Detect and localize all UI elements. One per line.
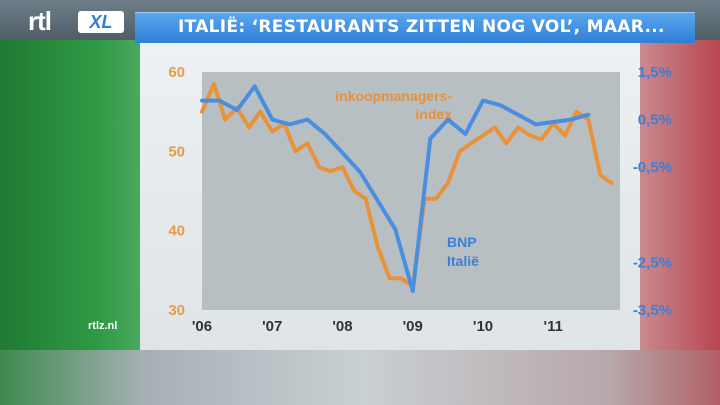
x-tick-label: '06 [192, 318, 212, 335]
right-tick-label: 0,5% [638, 112, 672, 129]
x-tick-label: '09 [403, 318, 423, 335]
left-tick-label: 40 [168, 223, 185, 240]
bottom-band [0, 350, 720, 405]
right-tick-label: 1,5% [638, 64, 672, 81]
right-axis: -3,5% -2,5% -0,5% 0,5% 1,5% [633, 64, 672, 319]
series-label-inkoopmanagers: inkoopmanagers- [335, 88, 452, 104]
logo-xl-badge: XL [78, 11, 124, 33]
series-label-bnp: BNP [447, 234, 477, 250]
logo-rtl-text: rtl [28, 6, 52, 36]
annotation-layer: inkoopmanagers-index BNP Italië [335, 88, 479, 269]
x-axis: '06 '07 '08 '09 '10 '11 [192, 318, 563, 335]
series-line-bnp-italie [200, 84, 591, 293]
series-line-inkoopmanagers-index [200, 81, 614, 289]
x-tick-label: '11 [544, 318, 563, 335]
left-axis: 30 40 50 60 [168, 64, 185, 319]
website-label: rtlz.nl [88, 320, 118, 332]
right-tick-label: -2,5% [633, 254, 672, 271]
flag-green-stripe [0, 40, 140, 350]
headline: ITALIË: ‘RESTAURANTS ZITTEN NOG VOL’, MA… [178, 17, 665, 37]
left-tick-label: 30 [168, 302, 185, 319]
headline-bar [135, 12, 695, 43]
series-label-index: index [415, 106, 452, 122]
left-tick-label: 60 [168, 64, 185, 81]
x-tick-label: '10 [473, 318, 493, 335]
series-label-italie: Italië [447, 253, 479, 269]
plot-area [202, 72, 620, 310]
x-tick-label: '08 [332, 318, 352, 335]
right-tick-label: -0,5% [633, 159, 672, 176]
right-tick-label: -3,5% [633, 302, 672, 319]
x-tick-label: '07 [262, 318, 282, 335]
series-layer [200, 81, 614, 293]
flag-red-stripe [640, 40, 720, 350]
left-tick-label: 50 [168, 143, 185, 160]
